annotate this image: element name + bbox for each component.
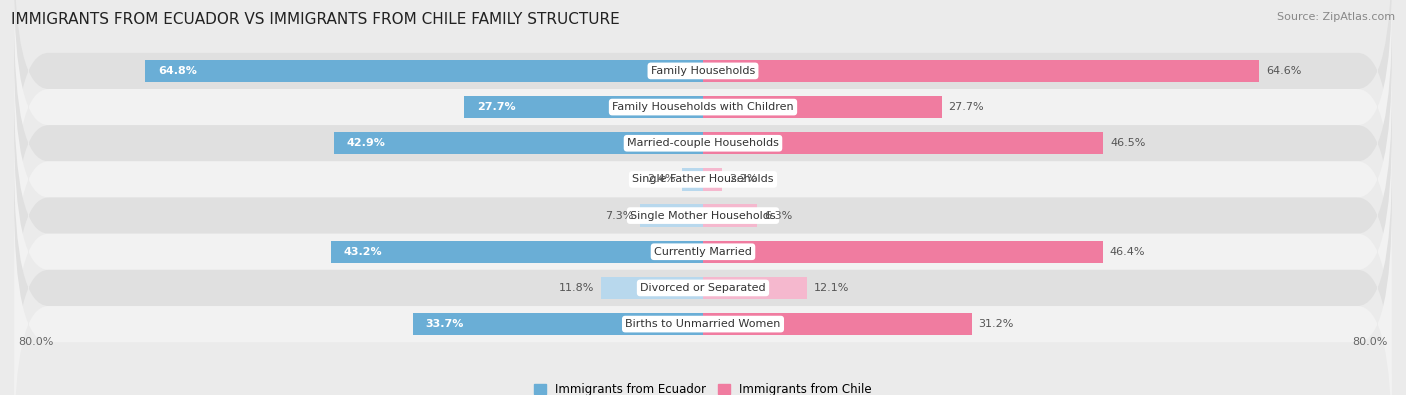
- FancyBboxPatch shape: [14, 17, 1392, 270]
- Text: Married-couple Households: Married-couple Households: [627, 138, 779, 148]
- Text: 42.9%: 42.9%: [346, 138, 385, 148]
- Text: 80.0%: 80.0%: [18, 337, 53, 346]
- FancyBboxPatch shape: [14, 198, 1392, 395]
- Bar: [602, 277, 703, 299]
- Text: 2.4%: 2.4%: [647, 175, 675, 184]
- Bar: [640, 204, 703, 227]
- Bar: [682, 168, 703, 191]
- Text: 12.1%: 12.1%: [814, 283, 849, 293]
- Bar: [703, 60, 1260, 82]
- Bar: [703, 204, 758, 227]
- Bar: [330, 241, 703, 263]
- FancyBboxPatch shape: [14, 0, 1392, 234]
- FancyBboxPatch shape: [14, 89, 1392, 342]
- Text: 43.2%: 43.2%: [344, 247, 382, 257]
- Text: 46.4%: 46.4%: [1109, 247, 1144, 257]
- Bar: [145, 60, 703, 82]
- Bar: [703, 241, 1102, 263]
- Bar: [464, 96, 703, 118]
- Text: Family Households: Family Households: [651, 66, 755, 76]
- Text: 64.8%: 64.8%: [157, 66, 197, 76]
- Text: Family Households with Children: Family Households with Children: [612, 102, 794, 112]
- Text: Single Mother Households: Single Mother Households: [630, 211, 776, 220]
- Legend: Immigrants from Ecuador, Immigrants from Chile: Immigrants from Ecuador, Immigrants from…: [534, 383, 872, 395]
- Text: Births to Unmarried Women: Births to Unmarried Women: [626, 319, 780, 329]
- FancyBboxPatch shape: [14, 0, 1392, 198]
- Bar: [703, 277, 807, 299]
- FancyBboxPatch shape: [14, 161, 1392, 395]
- Text: 2.2%: 2.2%: [728, 175, 758, 184]
- Text: 27.7%: 27.7%: [949, 102, 984, 112]
- Bar: [703, 313, 972, 335]
- Bar: [333, 132, 703, 154]
- Bar: [413, 313, 703, 335]
- Bar: [703, 132, 1104, 154]
- Text: Divorced or Separated: Divorced or Separated: [640, 283, 766, 293]
- Text: 46.5%: 46.5%: [1111, 138, 1146, 148]
- Text: IMMIGRANTS FROM ECUADOR VS IMMIGRANTS FROM CHILE FAMILY STRUCTURE: IMMIGRANTS FROM ECUADOR VS IMMIGRANTS FR…: [11, 12, 620, 27]
- Bar: [703, 168, 721, 191]
- Text: 64.6%: 64.6%: [1267, 66, 1302, 76]
- Text: 11.8%: 11.8%: [560, 283, 595, 293]
- Text: 7.3%: 7.3%: [605, 211, 633, 220]
- Text: Source: ZipAtlas.com: Source: ZipAtlas.com: [1277, 12, 1395, 22]
- Text: Currently Married: Currently Married: [654, 247, 752, 257]
- FancyBboxPatch shape: [14, 125, 1392, 378]
- FancyBboxPatch shape: [14, 53, 1392, 306]
- Text: 31.2%: 31.2%: [979, 319, 1014, 329]
- Text: 80.0%: 80.0%: [1353, 337, 1388, 346]
- Text: 6.3%: 6.3%: [763, 211, 793, 220]
- Text: 27.7%: 27.7%: [478, 102, 516, 112]
- Bar: [703, 96, 942, 118]
- Text: Single Father Households: Single Father Households: [633, 175, 773, 184]
- Text: 33.7%: 33.7%: [426, 319, 464, 329]
